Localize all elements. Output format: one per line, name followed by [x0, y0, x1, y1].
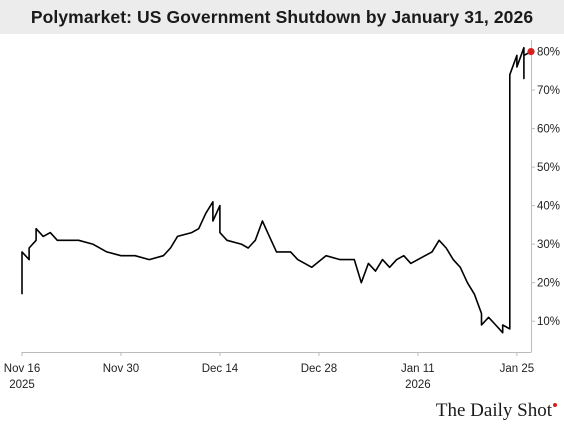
watermark-dot-icon [553, 403, 557, 407]
x-tick-label: Jan 25 [500, 363, 535, 375]
series-line [21, 46, 532, 334]
y-tick-label: 50% [537, 162, 560, 174]
x-tick-label: Nov 30 [103, 363, 139, 375]
y-tick-label: 70% [537, 85, 560, 97]
y-tick-label: 80% [537, 47, 560, 59]
watermark-text: The Daily Shot [435, 400, 552, 421]
x-tick-year-label: 2026 [405, 379, 431, 388]
x-tick-label: Nov 16 [4, 363, 40, 375]
y-tick-label: 10% [537, 316, 560, 328]
line-chart: 10% 20% 30% 40% 50% 60% 70% 80% Nov 16 2025 Nov 30… [4, 40, 560, 388]
x-tick-year-label: 2025 [9, 379, 35, 388]
x-tick-label: Dec 14 [202, 363, 239, 375]
x-tick-label: Jan 11 [401, 363, 435, 375]
chart-title: Polymarket: US Government Shutdown by Ja… [30, 6, 534, 27]
x-tick-label: Dec 28 [301, 363, 337, 375]
watermark: The Daily Shot [435, 400, 557, 422]
y-tick-label: 30% [537, 239, 560, 251]
series-end-marker [527, 47, 535, 56]
y-tick-label: 60% [537, 124, 560, 136]
y-tick-label: 20% [537, 278, 560, 290]
title-bar: Polymarket: US Government Shutdown by Ja… [0, 0, 564, 34]
y-tick-label: 40% [537, 201, 560, 213]
